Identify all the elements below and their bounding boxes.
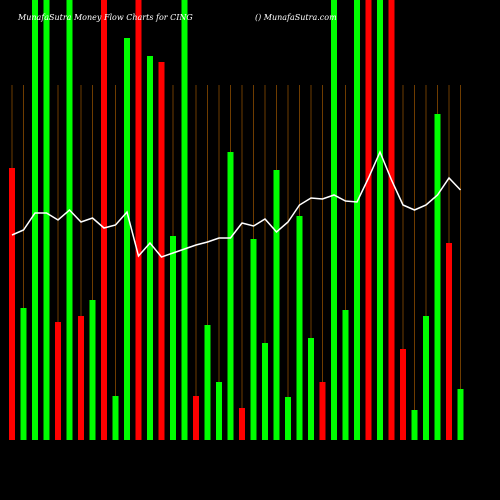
line [11, 150, 462, 258]
chart-title: MunafaSutra Money Flow Charts for CING [17, 13, 193, 22]
bar [250, 239, 257, 440]
bar [204, 325, 211, 440]
bar [158, 62, 165, 440]
lines [11, 150, 462, 258]
bar [331, 0, 337, 440]
bar [20, 308, 27, 440]
bar [319, 382, 326, 440]
bar [78, 316, 84, 440]
bar [9, 168, 15, 440]
bar [423, 316, 429, 440]
bar [55, 322, 61, 440]
bar [66, 0, 73, 440]
bar [273, 170, 280, 440]
bar [411, 410, 418, 440]
bar [89, 300, 96, 440]
bar [193, 396, 199, 440]
bar [124, 38, 130, 440]
bar [388, 0, 395, 440]
bar [170, 236, 176, 440]
bar [112, 396, 119, 440]
bar [296, 216, 303, 440]
bar [262, 343, 268, 440]
bar [365, 0, 372, 440]
bar [43, 0, 50, 440]
bar [400, 349, 406, 440]
bar [101, 0, 107, 440]
bars [9, 0, 464, 440]
bar [308, 338, 314, 440]
bar [32, 0, 38, 440]
bar [147, 56, 153, 440]
bar [227, 152, 234, 440]
bar [135, 0, 142, 440]
bar [446, 243, 452, 440]
bar [285, 397, 291, 440]
bar [434, 114, 441, 440]
bar [377, 0, 383, 440]
bar [216, 382, 222, 440]
bar [342, 310, 349, 440]
bar [457, 389, 464, 440]
chart-subtitle: () MunafaSutra.com [255, 13, 337, 22]
bar [181, 0, 188, 440]
bar [354, 0, 360, 440]
bar [239, 408, 245, 440]
